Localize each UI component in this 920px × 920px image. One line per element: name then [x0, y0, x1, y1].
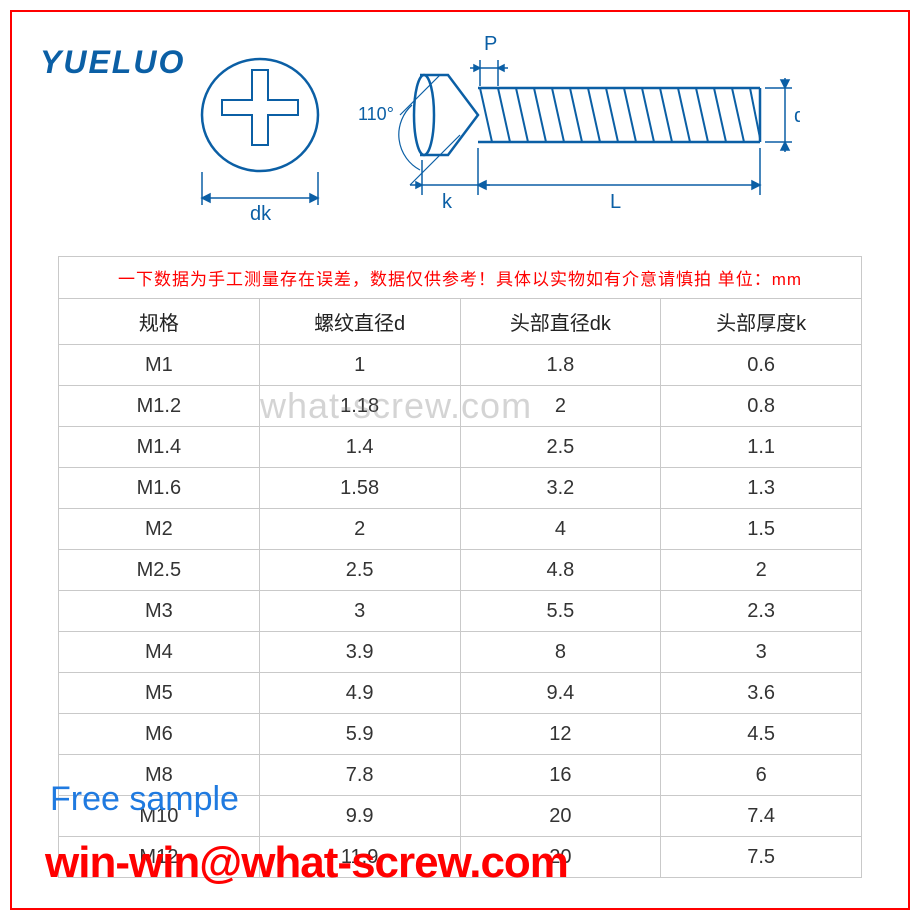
- table-cell: 6: [661, 755, 862, 796]
- label-dk: dk: [250, 203, 272, 225]
- table-cell: M6: [59, 714, 260, 755]
- table-row: M54.99.43.6: [59, 673, 862, 714]
- table-cell: 9.9: [259, 796, 460, 837]
- col-k: 头部厚度k: [661, 299, 862, 345]
- table-row: M335.52.3: [59, 591, 862, 632]
- table-cell: 1.1: [661, 427, 862, 468]
- table-cell: 1.18: [259, 386, 460, 427]
- table-cell: 3: [661, 632, 862, 673]
- table-cell: M1.6: [59, 468, 260, 509]
- table-cell: 7.8: [259, 755, 460, 796]
- table-cell: 5.5: [460, 591, 661, 632]
- col-dk: 头部直径dk: [460, 299, 661, 345]
- table-cell: M4: [59, 632, 260, 673]
- brand-logo: YUELUO: [40, 44, 185, 81]
- table-cell: 9.4: [460, 673, 661, 714]
- table-cell: 20: [460, 796, 661, 837]
- table-row: M1.21.1820.8: [59, 386, 862, 427]
- table-cell: 7.5: [661, 837, 862, 878]
- email-overlay: win-win@what-screw.com: [45, 838, 568, 888]
- table-cell: 2: [460, 386, 661, 427]
- table-row: M1.61.583.21.3: [59, 468, 862, 509]
- header-row: 规格 螺纹直径d 头部直径dk 头部厚度k: [59, 299, 862, 345]
- table-cell: M5: [59, 673, 260, 714]
- table-row: M2.52.54.82: [59, 550, 862, 591]
- table-cell: M1.2: [59, 386, 260, 427]
- table-row: M43.983: [59, 632, 862, 673]
- table-cell: 2.3: [661, 591, 862, 632]
- table-cell: 3.9: [259, 632, 460, 673]
- table-cell: 2: [661, 550, 862, 591]
- table-row: M111.80.6: [59, 345, 862, 386]
- table-cell: 1: [259, 345, 460, 386]
- table-cell: 1.3: [661, 468, 862, 509]
- table-cell: 1.8: [460, 345, 661, 386]
- table-cell: 3.6: [661, 673, 862, 714]
- table-row: M65.9124.5: [59, 714, 862, 755]
- col-d: 螺纹直径d: [259, 299, 460, 345]
- table-cell: 1.58: [259, 468, 460, 509]
- screw-diagram: dk: [180, 20, 800, 240]
- table-cell: 3: [259, 591, 460, 632]
- table-row: M2241.5: [59, 509, 862, 550]
- table-cell: 0.6: [661, 345, 862, 386]
- table-cell: 2.5: [259, 550, 460, 591]
- table-cell: 12: [460, 714, 661, 755]
- label-angle: 110°: [358, 104, 394, 124]
- label-d: d: [794, 105, 800, 127]
- table-row: M1.41.42.51.1: [59, 427, 862, 468]
- table-cell: 1.4: [259, 427, 460, 468]
- table-cell: 2: [259, 509, 460, 550]
- table-cell: 3.2: [460, 468, 661, 509]
- disclaimer-row: 一下数据为手工测量存在误差，数据仅供参考！具体以实物如有介意请慎拍 单位：mm: [59, 257, 862, 299]
- table-cell: 4: [460, 509, 661, 550]
- table-cell: M3: [59, 591, 260, 632]
- table-cell: 7.4: [661, 796, 862, 837]
- disclaimer-text: 一下数据为手工测量存在误差，数据仅供参考！具体以实物如有介意请慎拍 单位：mm: [59, 257, 862, 299]
- table-cell: 8: [460, 632, 661, 673]
- table-cell: M1: [59, 345, 260, 386]
- label-p: P: [484, 33, 497, 55]
- table-cell: 4.5: [661, 714, 862, 755]
- table-cell: 4.8: [460, 550, 661, 591]
- table-cell: 5.9: [259, 714, 460, 755]
- table-cell: M1.4: [59, 427, 260, 468]
- label-l: L: [610, 191, 621, 213]
- table-cell: 0.8: [661, 386, 862, 427]
- table-cell: M2.5: [59, 550, 260, 591]
- table-cell: 16: [460, 755, 661, 796]
- table-cell: 2.5: [460, 427, 661, 468]
- col-spec: 规格: [59, 299, 260, 345]
- free-sample-overlay: Free sample: [50, 780, 239, 819]
- table-cell: 1.5: [661, 509, 862, 550]
- label-k: k: [442, 191, 453, 213]
- table-cell: 4.9: [259, 673, 460, 714]
- table-cell: M2: [59, 509, 260, 550]
